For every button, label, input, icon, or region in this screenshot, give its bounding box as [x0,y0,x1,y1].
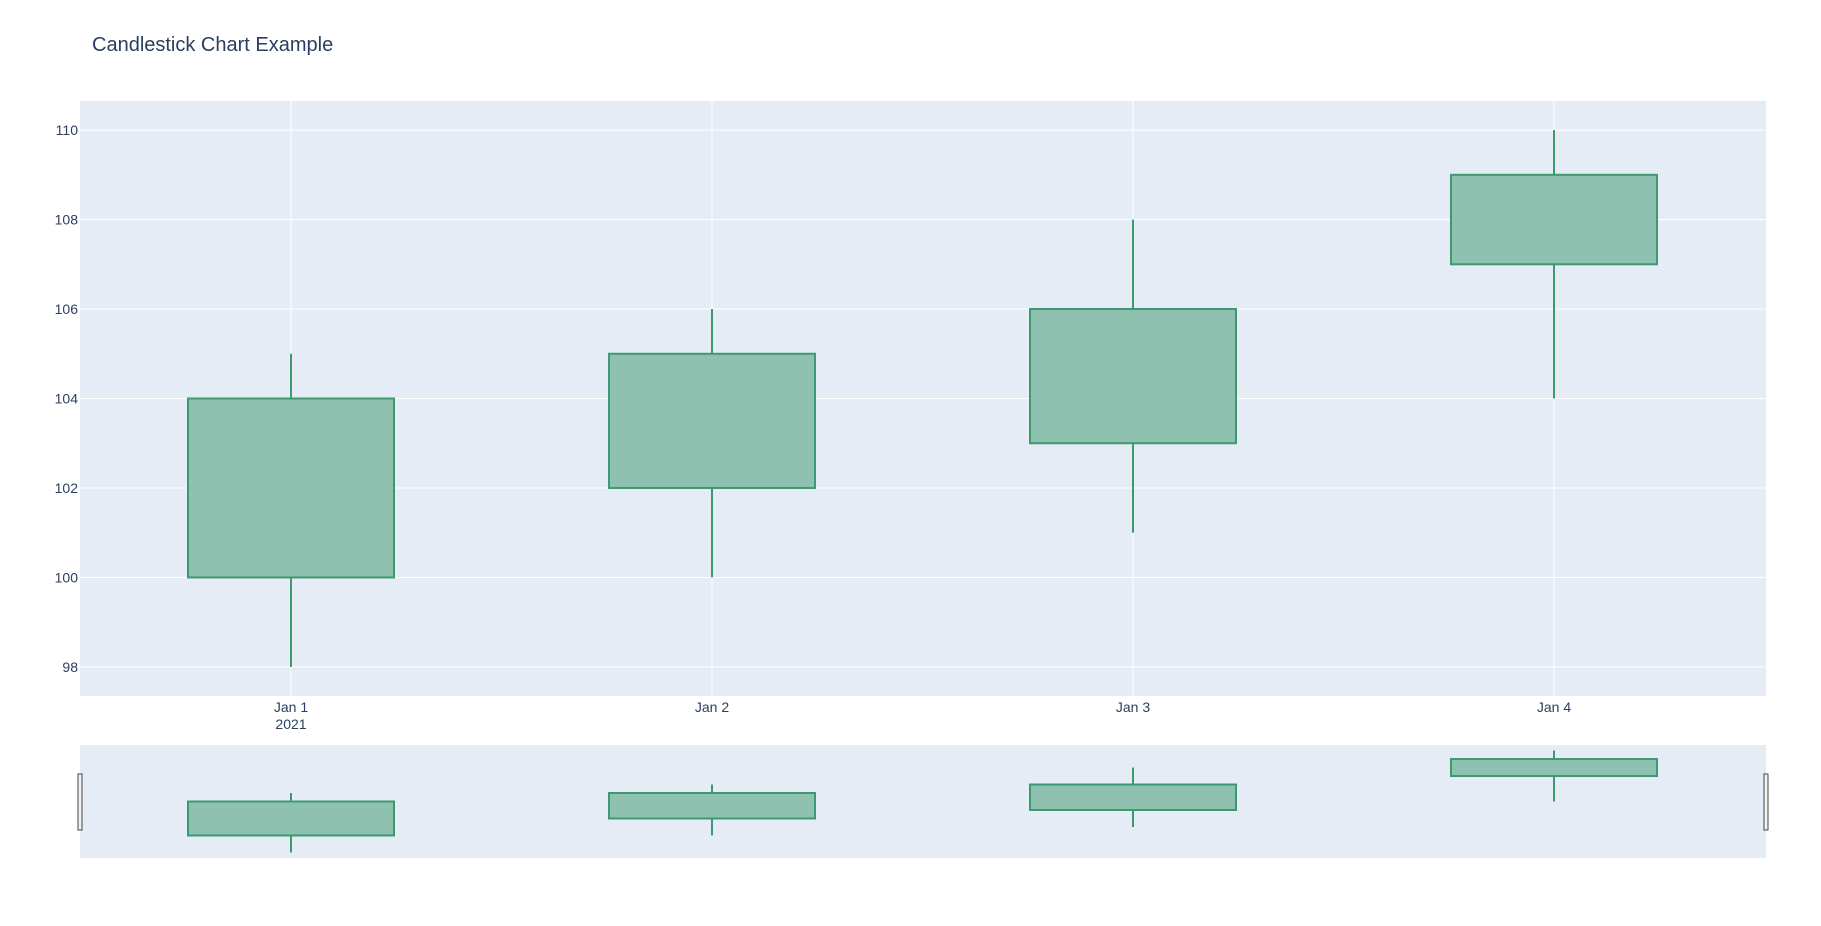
range-slider-left-handle[interactable] [77,773,83,831]
x-axis-ticks: Jan 1 Jan 2 Jan 3 Jan 4 2021 [274,699,1571,732]
chart-title: Candlestick Chart Example [92,34,333,56]
candle-body [187,397,395,579]
slider-candle [1450,750,1658,802]
y-tick-label: 106 [55,301,79,317]
y-tick-label: 102 [55,480,79,496]
slider-candle-body [1450,758,1658,778]
y-tick-label: 104 [55,391,79,407]
slider-candle-body [1029,783,1237,811]
y-axis-ticks: 98 100 102 104 106 108 110 [55,122,79,675]
slider-candle [187,793,395,853]
range-slider-right-handle[interactable] [1763,773,1769,831]
x-tick-label: Jan 1 [274,699,308,715]
x-tick-year-label: 2021 [275,716,306,732]
x-tick-label: Jan 2 [695,699,729,715]
y-tick-label: 108 [55,212,79,228]
y-tick-label: 98 [62,659,78,675]
slider-candle [1029,767,1237,827]
x-tick-label: Jan 4 [1537,699,1571,715]
slider-candle-body [187,800,395,837]
candle[interactable] [1450,130,1658,399]
candles [187,130,1658,667]
y-tick-label: 110 [56,122,79,138]
slider-candle-body [608,792,816,820]
y-tick-label: 100 [55,569,79,585]
candle-body [1029,308,1237,445]
candle-body [608,352,816,489]
candle[interactable] [1029,219,1237,533]
x-tick-label: Jan 3 [1116,699,1150,715]
range-slider-candles [187,750,1658,853]
slider-candle [608,784,816,836]
candle[interactable] [187,353,395,667]
candle-body [1450,173,1658,266]
candle[interactable] [608,309,816,578]
